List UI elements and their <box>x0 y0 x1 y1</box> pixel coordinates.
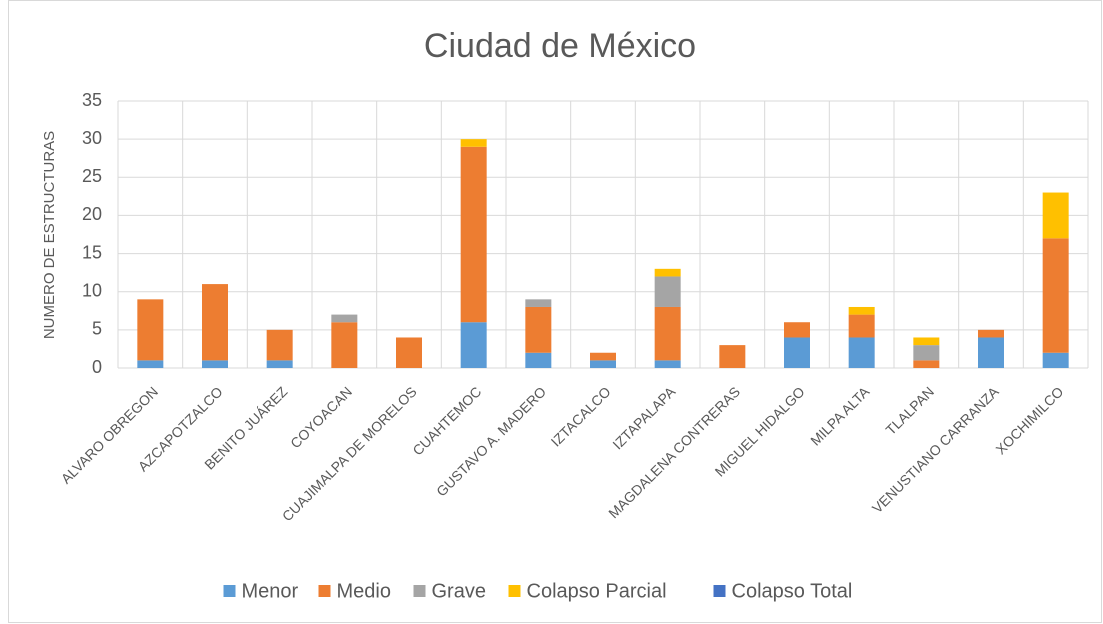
bar-segment <box>1042 192 1069 239</box>
y-tick-label: 35 <box>82 90 102 110</box>
y-axis-label: NUMERO DE ESTRUCTURAS <box>41 131 58 339</box>
bar-segment <box>525 352 552 368</box>
bar-segment <box>784 322 810 338</box>
bar-segment <box>525 306 552 353</box>
legend-swatch <box>318 585 331 597</box>
bar-segment <box>460 322 487 368</box>
bar-segment <box>784 337 810 368</box>
y-tick-label: 0 <box>92 357 102 377</box>
bar-segment <box>202 360 228 368</box>
bar-segment <box>848 306 875 315</box>
bar-segment <box>460 146 487 323</box>
y-tick-label: 10 <box>82 280 102 300</box>
bar-segment <box>331 322 358 368</box>
bar-segment <box>396 337 422 368</box>
bar-segment <box>913 345 940 361</box>
bar-segment <box>590 352 616 361</box>
bar-segment <box>654 306 681 361</box>
legend-swatch <box>413 585 426 597</box>
y-tick-label: 25 <box>82 166 102 186</box>
bar-segment <box>913 360 940 368</box>
bar-segment <box>978 337 1004 368</box>
chart-border <box>8 0 1102 623</box>
bar-segment <box>525 299 552 307</box>
chart-title: Ciudad de México <box>424 27 696 65</box>
legend-label: Grave <box>432 580 486 602</box>
bar-segment <box>1042 352 1069 368</box>
y-tick-label: 5 <box>92 319 102 339</box>
bar-segment <box>654 268 681 277</box>
legend-swatch <box>713 585 726 597</box>
bar-segment <box>266 329 293 361</box>
legend-label: Colapso Parcial <box>527 580 667 602</box>
bar-segment <box>978 329 1004 338</box>
legend-swatch <box>508 585 521 597</box>
bar-segment <box>331 314 358 323</box>
bar-segment <box>719 345 746 368</box>
y-tick-label: 30 <box>82 128 102 148</box>
bar-segment <box>848 314 875 338</box>
bar-segment <box>266 360 293 368</box>
bar-segment <box>202 284 228 361</box>
legend-label: Colapso Total <box>732 580 853 602</box>
legend-label: Medio <box>337 580 391 602</box>
y-tick-label: 15 <box>82 242 102 262</box>
legend-label: Menor <box>242 580 299 602</box>
bar-segment <box>913 337 940 346</box>
bar-segment <box>460 139 487 147</box>
legend-swatch <box>223 585 236 597</box>
bar-segment <box>654 276 681 307</box>
bar-segment <box>137 299 164 361</box>
y-tick-label: 20 <box>82 204 102 224</box>
bar-segment <box>848 337 875 368</box>
bar-segment <box>590 360 616 368</box>
bar-segment <box>137 360 164 368</box>
bar-segment <box>1042 238 1069 353</box>
bar-segment <box>654 360 681 368</box>
